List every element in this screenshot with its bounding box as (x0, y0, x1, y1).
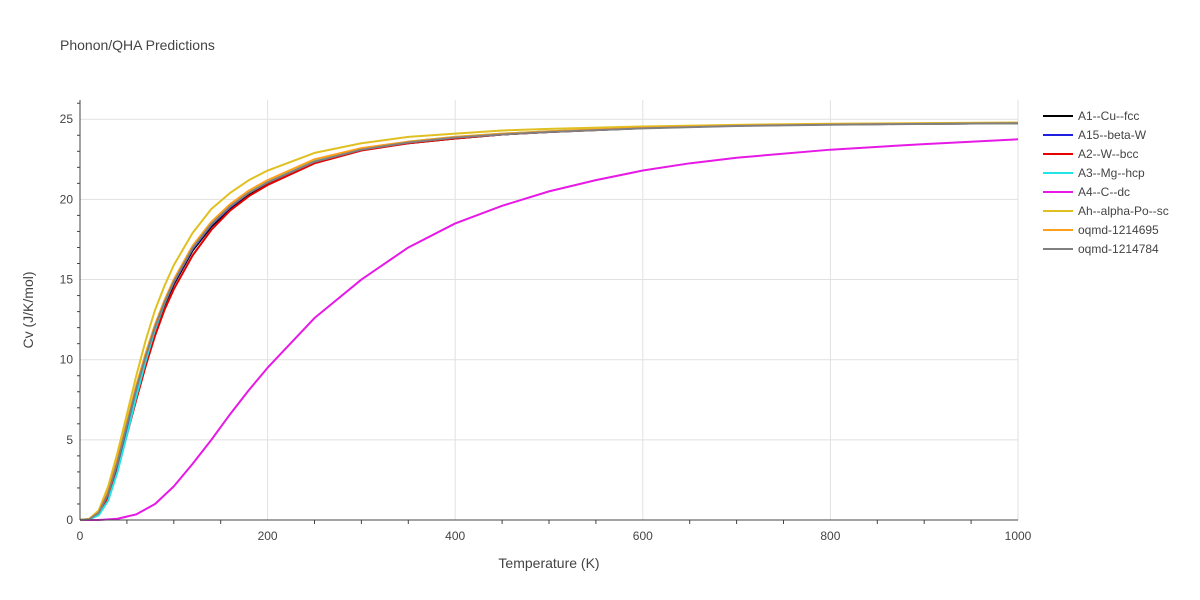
series-line-1 (79, 122, 1019, 521)
legend-label: A3--Mg--hcp (1078, 166, 1145, 180)
y-tick-label: 5 (66, 433, 73, 447)
y-tick-label: 0 (66, 513, 73, 527)
series-line-3 (79, 122, 1019, 521)
x-tick-label: 800 (820, 529, 840, 543)
x-tick-label: 400 (445, 529, 465, 543)
axes: 0 200 400 600 800 1000 0 5 10 15 20 25 (60, 100, 1032, 543)
legend-label: A15--beta-W (1078, 128, 1147, 142)
legend-label: A1--Cu--fcc (1078, 109, 1139, 123)
x-tick-label: 200 (258, 529, 278, 543)
legend-item[interactable]: oqmd-1214695 (1043, 223, 1159, 237)
chart-title: Phonon/QHA Predictions (60, 37, 215, 53)
series-line-5 (79, 121, 1019, 521)
y-axis-label: Cv (J/K/mol) (20, 272, 36, 349)
legend: A1--Cu--fcc A15--beta-W A2--W--bcc A3--Mg--… (1043, 109, 1169, 256)
legend-label: Ah--alpha-Po--sc (1078, 204, 1169, 218)
series-line-6 (79, 122, 1019, 521)
series-line-7 (79, 122, 1019, 521)
legend-label: oqmd-1214784 (1078, 242, 1159, 256)
x-axis-label: Temperature (K) (498, 555, 599, 571)
x-tick-label: 600 (633, 529, 653, 543)
plot-area (79, 121, 1019, 521)
legend-item[interactable]: A1--Cu--fcc (1043, 109, 1139, 123)
legend-label: A4--C--dc (1078, 185, 1130, 199)
x-tick-label: 0 (77, 529, 84, 543)
legend-label: A2--W--bcc (1078, 147, 1138, 161)
legend-item[interactable]: A15--beta-W (1043, 128, 1147, 142)
legend-item[interactable]: Ah--alpha-Po--sc (1043, 204, 1169, 218)
series-line-2 (79, 122, 1019, 521)
legend-item[interactable]: A4--C--dc (1043, 185, 1130, 199)
y-tick-label: 25 (60, 112, 74, 126)
legend-item[interactable]: A3--Mg--hcp (1043, 166, 1145, 180)
series-line-4 (80, 138, 1019, 521)
y-tick-label: 20 (60, 192, 74, 206)
grid (80, 100, 1019, 520)
y-tick-label: 15 (60, 273, 74, 287)
y-tick-label: 10 (60, 353, 74, 367)
legend-item[interactable]: A2--W--bcc (1043, 147, 1138, 161)
legend-label: oqmd-1214695 (1078, 223, 1159, 237)
x-tick-label: 1000 (1005, 529, 1032, 543)
legend-item[interactable]: oqmd-1214784 (1043, 242, 1159, 256)
series-line-0 (79, 122, 1019, 521)
